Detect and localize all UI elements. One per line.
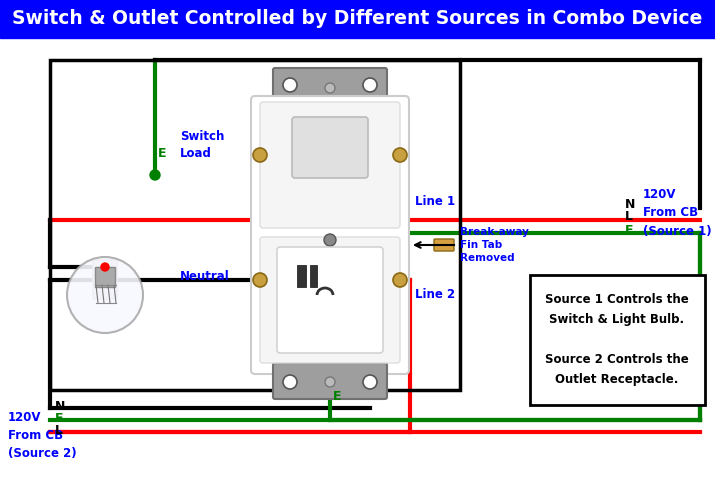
- Bar: [50, 60, 460, 390]
- Bar: [95, 267, 115, 287]
- Text: Switch & Outlet Controlled by Different Sources in Combo Device: Switch & Outlet Controlled by Different …: [12, 10, 702, 28]
- Text: Source 1 Controls the
Switch & Light Bulb.

Source 2 Controls the
Outlet Recepta: Source 1 Controls the Switch & Light Bul…: [545, 293, 689, 386]
- FancyBboxPatch shape: [292, 117, 368, 178]
- Circle shape: [253, 148, 267, 162]
- Circle shape: [283, 375, 297, 389]
- Circle shape: [363, 78, 377, 92]
- Circle shape: [393, 273, 407, 287]
- FancyBboxPatch shape: [93, 260, 117, 299]
- Text: Break-away
Fin Tab
Removed: Break-away Fin Tab Removed: [460, 227, 529, 263]
- FancyBboxPatch shape: [251, 96, 409, 374]
- Text: N: N: [625, 199, 636, 212]
- Circle shape: [67, 257, 143, 333]
- Circle shape: [283, 78, 297, 92]
- Circle shape: [393, 148, 407, 162]
- Text: E: E: [333, 390, 342, 403]
- Circle shape: [101, 263, 109, 271]
- Text: Line 2: Line 2: [415, 288, 455, 301]
- FancyBboxPatch shape: [260, 237, 400, 363]
- FancyBboxPatch shape: [434, 239, 454, 251]
- Bar: [530, 275, 705, 405]
- Text: L: L: [55, 423, 63, 436]
- Bar: [0, 0, 715, 38]
- FancyBboxPatch shape: [273, 68, 387, 107]
- Text: 120V
From CB
(Source 1): 120V From CB (Source 1): [643, 189, 711, 238]
- Text: N: N: [55, 399, 65, 412]
- Text: E: E: [55, 411, 64, 424]
- Circle shape: [363, 375, 377, 389]
- Text: Switch
Load: Switch Load: [180, 130, 225, 160]
- Text: E: E: [158, 147, 167, 160]
- Circle shape: [253, 273, 267, 287]
- Circle shape: [325, 377, 335, 387]
- Text: Neutral: Neutral: [180, 271, 230, 284]
- Bar: [297, 265, 306, 287]
- FancyBboxPatch shape: [277, 247, 383, 353]
- Circle shape: [150, 170, 160, 180]
- Text: L: L: [625, 211, 633, 224]
- Text: 120V
From CB
(Source 2): 120V From CB (Source 2): [8, 411, 77, 460]
- FancyBboxPatch shape: [273, 363, 387, 399]
- Bar: [310, 265, 317, 287]
- Text: Line 1: Line 1: [415, 195, 455, 208]
- Text: E: E: [625, 224, 633, 237]
- Circle shape: [325, 83, 335, 93]
- FancyBboxPatch shape: [260, 102, 400, 228]
- Circle shape: [324, 234, 336, 246]
